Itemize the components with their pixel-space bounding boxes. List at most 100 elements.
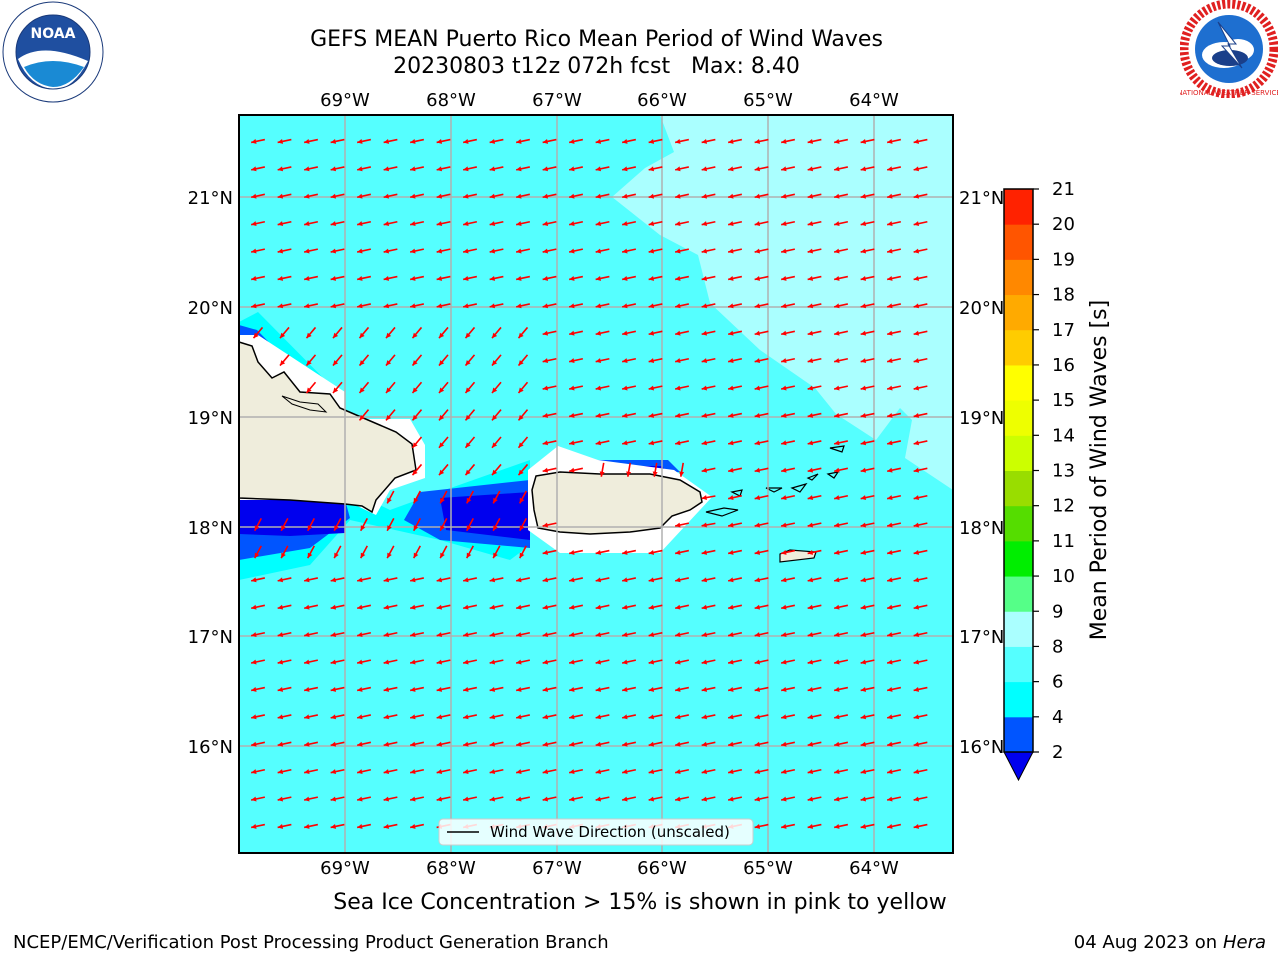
wave-direction-arrowhead [887, 741, 893, 747]
wave-direction-arrowhead [383, 248, 390, 254]
wave-direction-arrowhead [410, 769, 416, 775]
wave-direction-arrowhead [440, 497, 445, 504]
hispaniola-landmass [238, 340, 417, 514]
wave-direction-arrowhead [781, 823, 787, 829]
wave-direction-arrowhead [675, 522, 681, 528]
wave-direction-arrowhead [412, 332, 418, 339]
wave-direction-arrowhead [569, 275, 575, 281]
wave-direction-arrowhead [860, 741, 867, 747]
map-area [238, 115, 953, 853]
wave-direction-arrowhead [807, 166, 814, 172]
wave-direction-arrowhead [330, 221, 337, 227]
vieques-island [705, 507, 739, 517]
wave-direction-arrowhead [387, 497, 392, 504]
wave-direction-arrowhead [754, 577, 761, 583]
wave-direction-arrowhead [595, 577, 602, 583]
wave-direction-arrowhead [754, 330, 761, 336]
wave-direction-arrowhead [887, 796, 893, 802]
colorbar-segment [1004, 400, 1033, 436]
title-line-1: GEFS MEAN Puerto Rico Mean Period of Win… [310, 27, 883, 52]
wave-direction-arrowhead [675, 221, 681, 227]
wave-direction-arrowhead [913, 412, 920, 418]
wave-direction-arrowhead [781, 686, 787, 692]
nws-logo: NATIONAL WEATHER SERVICE [1180, 0, 1278, 98]
wave-direction-arrowhead [277, 659, 284, 665]
wave-direction-arrowhead [463, 796, 469, 802]
wave-direction-arrowhead [333, 360, 339, 366]
wave-direction-arrowhead [599, 471, 605, 477]
wave-direction-arrowhead [834, 769, 840, 775]
wave-direction-arrowhead [728, 138, 734, 144]
wave-direction-arrowhead [542, 303, 549, 309]
wave-direction-arrowhead [492, 360, 498, 366]
colorbar-tick-label: 12 [1052, 496, 1075, 517]
wave-direction-arrowhead [913, 440, 920, 446]
wave-direction-arrowhead [410, 741, 416, 747]
wave-direction-arrowhead [440, 552, 445, 559]
wave-direction-arrowhead [387, 525, 392, 531]
wave-direction-arrowhead [781, 741, 787, 747]
puerto-rico-landmass [531, 471, 703, 535]
wave-direction-arrowhead [492, 469, 498, 476]
wave-direction-arrowhead [728, 632, 734, 638]
wave-direction-arrowhead [410, 632, 416, 638]
wave-direction-arrowhead [330, 823, 337, 829]
wave-direction-arrowhead [518, 469, 524, 476]
wave-direction-arrowhead [728, 686, 734, 692]
wave-direction-arrowhead [436, 138, 443, 144]
wave-direction-arrowhead [701, 248, 708, 254]
wave-direction-arrowhead [304, 138, 310, 144]
wave-direction-arrowhead [489, 303, 496, 309]
wave-direction-arrowhead [675, 659, 681, 665]
wave-direction-arrowhead [701, 741, 708, 747]
wave-direction-arrowhead [489, 769, 496, 775]
wave-direction-arrowhead [728, 385, 734, 391]
legend-label: Wind Wave Direction (unscaled) [490, 823, 730, 841]
colorbar-segment [1004, 224, 1033, 260]
lon-label-top: 68°W [426, 90, 476, 111]
wave-direction-arrowhead [463, 741, 469, 747]
wave-direction-arrowhead [648, 549, 655, 555]
wave-direction-arrowhead [330, 275, 337, 281]
axis-labels: 69°W 69°W 68°W 68°W 67°W 67°W 66°W 66°W 65°W 65°W… [188, 90, 1005, 879]
wave-direction-arrowhead [913, 330, 920, 336]
wave-direction-arrowhead [648, 330, 655, 336]
wave-direction-arrowhead [860, 632, 867, 638]
wave-direction-arrowhead [569, 714, 575, 720]
wave-direction-arrowhead [913, 796, 920, 802]
wave-direction-arrowhead [781, 440, 787, 446]
wave-direction-arrowhead [728, 358, 734, 364]
wave-direction-arrowhead [569, 248, 575, 254]
wave-direction-arrowhead [542, 385, 549, 391]
colorbar-segment [1004, 189, 1033, 225]
wave-direction-arrowhead [569, 741, 575, 747]
wave-direction-arrowhead [466, 525, 472, 531]
wave-direction-arrowhead [410, 303, 416, 309]
wave-direction-arrowhead [304, 796, 310, 802]
wave-direction-arrowhead [304, 686, 310, 692]
wave-direction-arrowhead [436, 193, 443, 199]
wave-direction-arrowhead [463, 221, 469, 227]
wave-direction-arrowhead [807, 522, 814, 528]
wave-direction-arrowhead [860, 358, 867, 364]
wave-direction-arrowhead [410, 577, 416, 583]
wave-direction-arrowhead [542, 412, 549, 418]
wave-direction-arrowhead [728, 221, 734, 227]
colorbar-segment [1004, 505, 1033, 542]
lon-label-top: 65°W [743, 90, 793, 111]
wave-direction-arrowhead [493, 525, 498, 531]
wave-direction-arrowhead [648, 440, 655, 446]
wave-direction-arrowhead [569, 632, 575, 638]
wave-direction-arrowhead [834, 412, 840, 418]
wave-direction-arrowhead [887, 166, 893, 172]
wave-direction-arrowhead [728, 522, 734, 528]
wave-direction-arrowhead [334, 552, 339, 559]
wave-direction-arrowhead [648, 275, 655, 281]
wave-direction-arrowhead [807, 330, 814, 336]
wave-direction-arrowhead [436, 248, 443, 254]
wave-direction-arrowhead [887, 385, 893, 391]
wave-direction-arrowhead [386, 414, 392, 421]
wave-direction-arrowhead [357, 275, 363, 281]
wave-direction-arrowhead [383, 796, 390, 802]
wave-direction-arrowhead [728, 412, 734, 418]
